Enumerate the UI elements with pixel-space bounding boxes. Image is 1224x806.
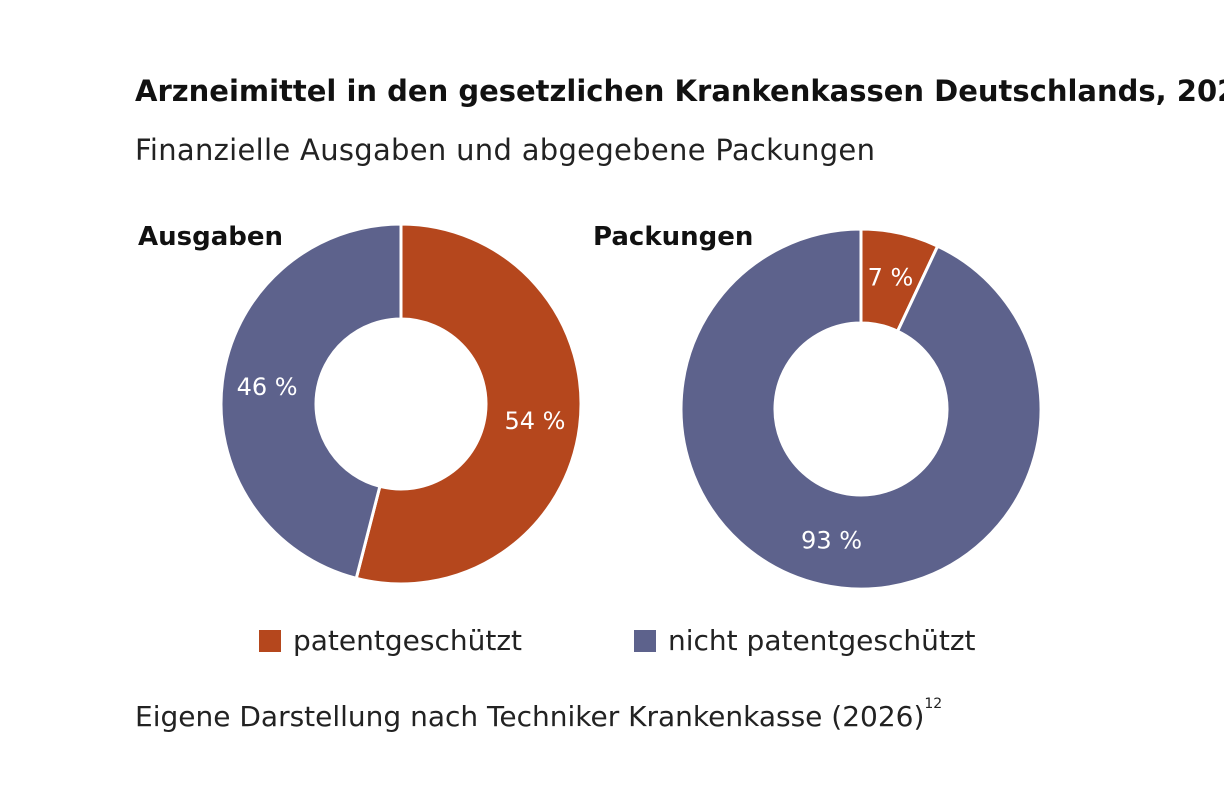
donut-0-slice-1: [219, 222, 403, 581]
chart-subtitle: Finanzielle Ausgaben und abgegebene Pack…: [135, 133, 876, 167]
source-text: Eigene Darstellung nach Techniker Kranke…: [135, 700, 925, 733]
chart-title: Arzneimittel in den gesetzlichen Kranken…: [135, 74, 1224, 108]
source-footnote: 12: [924, 696, 943, 712]
legend-swatch-nicht-patentgeschuetzt: [634, 629, 656, 652]
legend-label-patentgeschuetzt: patentgeschützt: [293, 624, 522, 657]
donut-0-slice-1-label: 46 %: [237, 373, 298, 401]
donut-0-slice-0: [354, 222, 583, 586]
donut-title-packungen: Packungen: [593, 222, 754, 252]
donut-1-slice-1-label: 93 %: [801, 527, 862, 555]
legend-label-nicht-patentgeschuetzt: nicht patentgeschützt: [668, 624, 976, 657]
legend-item-nicht-patentgeschuetzt: nicht patentgeschützt: [634, 624, 976, 657]
donut-0-slice-0-label: 54 %: [504, 407, 565, 435]
donut-1-slice-1: [679, 227, 1043, 591]
source-note: Eigene Darstellung nach Techniker Kranke…: [135, 696, 942, 733]
legend-swatch-patentgeschuetzt: [259, 629, 281, 652]
donut-1-slice-0-label: 7 %: [868, 263, 914, 291]
legend-item-patentgeschuetzt: patentgeschützt: [259, 624, 522, 657]
donut-title-ausgaben: Ausgaben: [138, 222, 284, 252]
